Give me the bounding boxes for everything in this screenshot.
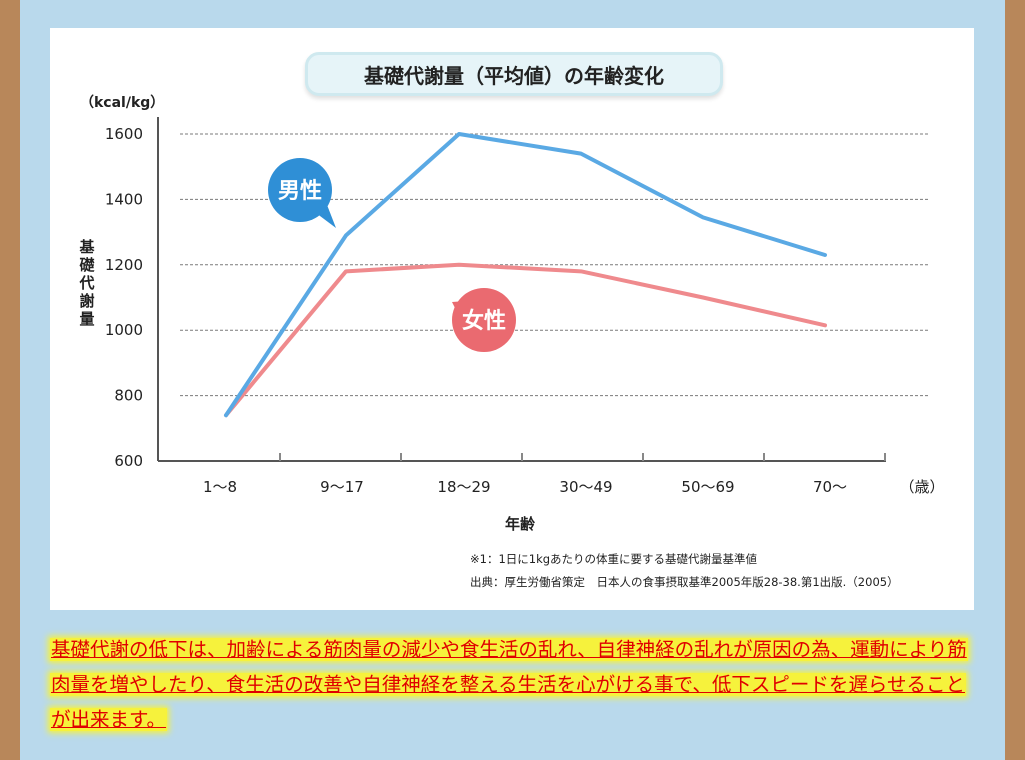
footnote-reference: ※1：1日に1kgあたりの体重に要する基礎代謝量基準値 [470,552,758,566]
chart-title: 基礎代謝量（平均値）の年齢変化 [305,52,723,96]
x-tick-label: 50〜69 [681,478,734,496]
y-tick-label: 800 [114,387,143,405]
x-tick-label: 1〜8 [203,478,237,496]
series-line-female [224,262,827,418]
y-unit-label: （kcal/kg） [80,95,164,111]
footnote-source: 出典：厚生労働省策定 日本人の食事摂取基準2005年版28-38.第1出版.（2… [470,575,899,589]
female-label-bubble-text: 女性 [462,308,506,334]
note-highlight: 基礎代謝の低下は、加齢による筋肉量の減少や食生活の乱れ、自律神経の乱れが原因の為… [50,638,968,731]
note-text: 基礎代謝の低下は、加齢による筋肉量の減少や食生活の乱れ、自律神経の乱れが原因の為… [50,632,980,737]
female-label-bubble [452,288,516,352]
x-tick-label: 70〜 [813,478,847,496]
y-tick-label: 1600 [105,125,143,143]
male-label-bubble [268,158,332,222]
x-tick-label: 9〜17 [320,478,364,496]
series-line-male [224,132,827,418]
chart-svg: 600 800 1000 1200 1400 1600 1〜8 9〜17 18〜29 30〜49 5… [78,95,944,533]
y-tick-label: 1200 [105,256,143,274]
x-unit-label: （歳） [899,478,944,496]
x-axis-title: 年齢 [505,515,536,533]
male-label-bubble-text: 男性 [278,179,322,204]
y-tick-label: 600 [114,452,143,470]
x-tick-label: 30〜49 [559,478,612,496]
y-axis-title: 基礎代謝量 [78,238,95,328]
x-tick-label: 18〜29 [437,478,490,496]
y-tick-label: 1000 [105,321,143,339]
y-tick-label: 1400 [105,190,143,208]
